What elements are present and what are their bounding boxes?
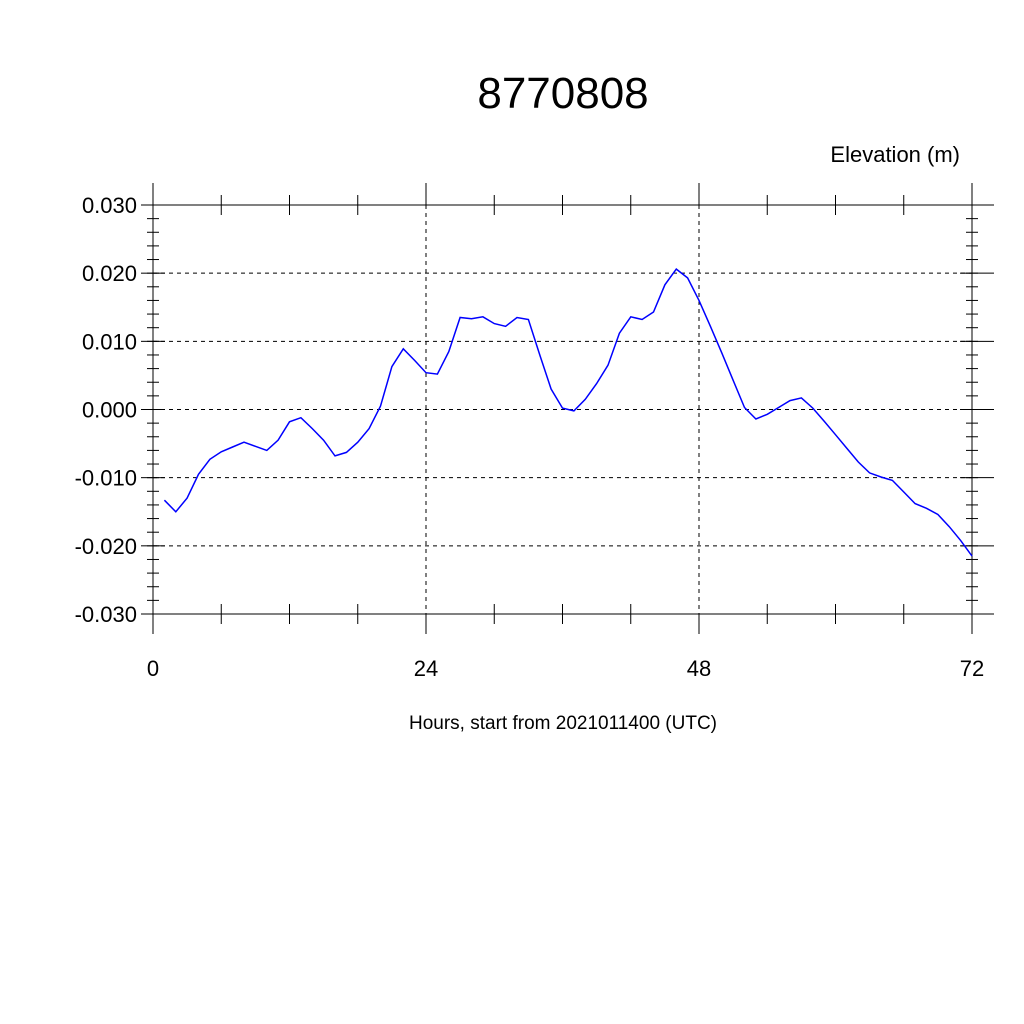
x-tick-label: 72 <box>960 656 984 681</box>
units-label: Elevation (m) <box>830 142 960 167</box>
elevation-series-line <box>163 268 973 557</box>
data-series <box>163 268 973 557</box>
x-tick-label: 24 <box>414 656 438 681</box>
y-tick-label: 0.030 <box>82 193 137 218</box>
x-tick-labels: 0 24 48 72 <box>147 656 984 681</box>
y-tick-label: 0.020 <box>82 261 137 286</box>
x-tick-label: 48 <box>687 656 711 681</box>
grid-lines <box>152 204 973 615</box>
chart-title: 8770808 <box>477 69 648 118</box>
y-tick-label: -0.020 <box>75 534 137 559</box>
y-tick-label: 0.000 <box>82 398 137 423</box>
y-tick-label: 0.010 <box>82 329 137 354</box>
axis-ticks <box>141 183 994 634</box>
x-tick-label: 0 <box>147 656 159 681</box>
y-tick-label: -0.010 <box>75 466 137 491</box>
x-axis-label: Hours, start from 2021011400 (UTC) <box>409 713 717 734</box>
y-tick-label: -0.030 <box>75 602 137 627</box>
y-tick-labels: 0.030 0.020 0.010 0.000 -0.010 -0.020 -0.030 <box>75 193 137 627</box>
